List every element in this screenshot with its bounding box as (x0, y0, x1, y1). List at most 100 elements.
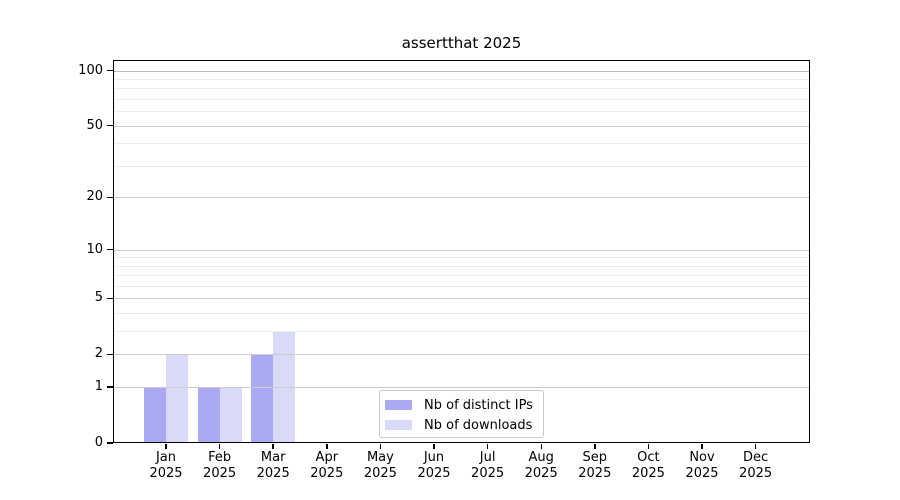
x-label-year: 2025 (471, 466, 505, 481)
y-tick-0 (107, 442, 113, 444)
minor-gridline-9 (113, 257, 810, 259)
y-tick-label-5: 5 (94, 290, 103, 306)
legend-item-downloads: Nb of downloads (380, 415, 543, 435)
bar-downloads-feb (219, 387, 242, 443)
bar-downloads-jan (166, 354, 188, 443)
y-tick-label-2: 2 (94, 346, 103, 362)
x-label-month: Feb (208, 450, 232, 465)
x-tick-oct (647, 444, 650, 449)
y-tick-1 (107, 386, 113, 388)
x-tick-mar (272, 444, 274, 449)
major-gridline-2 (113, 354, 810, 356)
x-label-month: Mar (260, 450, 286, 465)
bar-downloads-mar (273, 331, 296, 443)
x-tick-feb (218, 444, 221, 449)
x-label-month: Jun (423, 450, 445, 465)
minor-gridline-30 (113, 165, 810, 167)
y-tick-100 (107, 69, 113, 72)
minor-gridline-3 (113, 331, 810, 333)
x-tick-label-jul: Jul 2025 (456, 450, 520, 482)
minor-gridline-40 (113, 143, 810, 145)
minor-gridline-60 (113, 111, 810, 113)
legend-swatch-downloads (385, 420, 412, 430)
x-label-month: Aug (528, 450, 554, 465)
legend: Nb of distinct IPs Nb of downloads (379, 390, 544, 438)
minor-gridline-6 (113, 285, 810, 287)
x-tick-label-apr: Apr 2025 (295, 450, 359, 482)
x-label-year: 2025 (310, 466, 344, 481)
y-tick-label-100: 100 (78, 62, 103, 78)
x-label-month: Jul (479, 450, 496, 465)
x-tick-label-aug: Aug 2025 (509, 450, 573, 482)
y-tick-label-10: 10 (86, 241, 103, 257)
bar-distinct-ips-jan (144, 387, 166, 443)
plot-area (113, 60, 810, 443)
x-tick-label-feb: Feb 2025 (188, 450, 252, 482)
y-tick-label-20: 20 (86, 189, 103, 205)
x-label-month: Sep (582, 450, 608, 465)
legend-label-downloads: Nb of downloads (424, 417, 533, 433)
legend-item-distinct-ips: Nb of distinct IPs (380, 395, 543, 415)
x-label-year: 2025 (578, 466, 612, 481)
x-tick-label-oct: Oct 2025 (616, 450, 680, 482)
x-tick-aug (540, 444, 542, 449)
x-tick-label-jan: Jan 2025 (134, 450, 198, 482)
major-gridline-20 (113, 197, 810, 199)
x-label-year: 2025 (363, 466, 397, 481)
minor-gridline-90 (113, 78, 810, 80)
x-tick-label-mar: Mar 2025 (241, 450, 305, 482)
x-tick-jun (433, 444, 435, 449)
minor-gridline-8 (113, 265, 810, 267)
x-tick-label-nov: Nov 2025 (670, 450, 734, 482)
major-gridline-100 (113, 70, 810, 72)
minor-gridline-4 (113, 313, 810, 315)
x-label-year: 2025 (524, 466, 558, 481)
x-tick-may (379, 444, 382, 449)
y-tick-label-50: 50 (86, 117, 103, 133)
x-tick-apr (326, 444, 328, 449)
x-label-year: 2025 (631, 466, 665, 481)
x-tick-label-may: May 2025 (348, 450, 412, 482)
minor-gridline-7 (113, 275, 810, 277)
x-label-month: Apr (315, 450, 339, 465)
minor-gridline-80 (113, 88, 810, 90)
x-label-year: 2025 (417, 466, 451, 481)
y-tick-20 (107, 196, 113, 198)
x-tick-jul (486, 444, 489, 449)
x-label-month: Jan (155, 450, 177, 465)
y-tick-50 (107, 124, 113, 127)
x-tick-label-jun: Jun 2025 (402, 450, 466, 482)
bar-distinct-ips-mar (251, 354, 274, 443)
legend-swatch-distinct-ips (385, 400, 412, 410)
x-label-year: 2025 (149, 466, 183, 481)
x-tick-dec (754, 444, 757, 449)
major-gridline-1 (113, 387, 810, 389)
major-gridline-10 (113, 249, 810, 251)
bar-distinct-ips-feb (197, 387, 220, 443)
x-label-year: 2025 (203, 466, 237, 481)
y-tick-label-1: 1 (94, 379, 103, 395)
bars-layer (113, 60, 810, 443)
y-tick-2 (107, 353, 113, 356)
major-gridline-5 (113, 298, 810, 300)
x-tick-nov (701, 444, 703, 449)
chart-title: assertthat 2025 (401, 34, 522, 52)
x-tick-jan (165, 444, 167, 449)
y-tick-label-0: 0 (94, 435, 103, 450)
x-label-month: Dec (743, 450, 769, 465)
x-label-month: May (366, 450, 394, 465)
x-label-month: Nov (689, 450, 715, 465)
y-tick-5 (107, 297, 113, 300)
x-tick-label-sep: Sep 2025 (563, 450, 627, 482)
x-label-year: 2025 (256, 466, 290, 481)
x-tick-label-dec: Dec 2025 (724, 450, 788, 482)
x-label-year: 2025 (685, 466, 719, 481)
grid-layer (113, 60, 810, 443)
minor-gridline-70 (113, 98, 810, 100)
major-gridline-50 (113, 125, 810, 127)
y-tick-10 (107, 248, 113, 251)
x-label-year: 2025 (739, 466, 773, 481)
legend-label-distinct-ips: Nb of distinct IPs (424, 397, 533, 413)
x-label-month: Oct (637, 450, 660, 465)
